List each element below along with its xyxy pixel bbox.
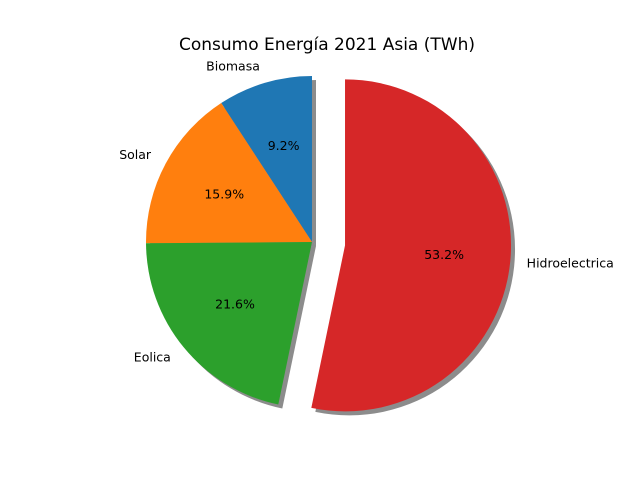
slice-percent-eolica: 21.6% xyxy=(215,297,255,312)
slice-label-hidroelectrica: Hidroelectrica xyxy=(527,256,614,271)
slice-label-solar: Solar xyxy=(119,147,152,162)
slice-percent-hidroelectrica: 53.2% xyxy=(424,247,464,262)
slice-eolica xyxy=(146,242,312,405)
slice-label-biomasa: Biomasa xyxy=(206,58,260,73)
slice-hidroelectrica xyxy=(311,79,512,412)
slice-layer xyxy=(146,76,512,412)
chart-title: Consumo Energía 2021 Asia (TWh) xyxy=(179,35,475,55)
slice-percent-biomasa: 9.2% xyxy=(268,138,300,153)
slice-biomasa xyxy=(221,76,312,242)
label-layer: Biomasa 9.2% Solar 15.9% Eolica 21.6% Hidroele… xyxy=(119,58,614,364)
slice-solar xyxy=(146,103,312,244)
slice-percent-solar: 15.9% xyxy=(204,186,244,201)
slice-label-eolica: Eolica xyxy=(134,349,171,364)
